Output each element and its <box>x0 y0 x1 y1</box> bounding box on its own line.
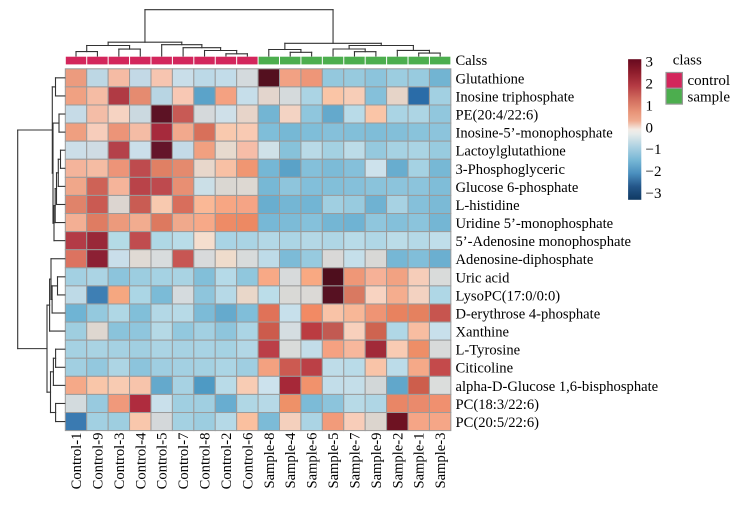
svg-text:Inosine triphosphate: Inosine triphosphate <box>456 89 575 105</box>
svg-text:Sample-8: Sample-8 <box>262 433 278 489</box>
svg-text:sample: sample <box>688 89 731 105</box>
svg-text:3: 3 <box>646 55 654 71</box>
svg-text:2: 2 <box>646 77 654 93</box>
svg-text:PC(20:5/22:6): PC(20:5/22:6) <box>456 415 540 431</box>
svg-text:Sample-9: Sample-9 <box>369 433 385 489</box>
svg-text:Control-1: Control-1 <box>69 433 85 490</box>
svg-text:0: 0 <box>646 120 654 136</box>
svg-text:L-Tyrosine: L-Tyrosine <box>456 343 521 359</box>
svg-text:Control-8: Control-8 <box>198 433 214 490</box>
svg-text:Control-3: Control-3 <box>112 433 128 490</box>
svg-text:Glucose 6-phosphate: Glucose 6-phosphate <box>456 180 579 196</box>
svg-text:3-Phosphoglyceric: 3-Phosphoglyceric <box>456 162 566 178</box>
svg-text:Control-9: Control-9 <box>90 433 106 490</box>
svg-text:Sample-1: Sample-1 <box>412 433 428 489</box>
svg-text:Sample-2: Sample-2 <box>390 433 406 489</box>
svg-text:Sample-6: Sample-6 <box>305 433 321 489</box>
svg-text:D-erythrose 4-phosphate: D-erythrose 4-phosphate <box>456 306 601 322</box>
svg-text:Sample-3: Sample-3 <box>433 433 449 489</box>
svg-text:Inosine-5’-monophosphate: Inosine-5’-monophosphate <box>456 126 613 142</box>
svg-text:Control-6: Control-6 <box>240 433 256 490</box>
svg-text:PE(20:4/22:6): PE(20:4/22:6) <box>456 107 539 123</box>
svg-text:−3: −3 <box>646 186 662 202</box>
svg-text:−1: −1 <box>646 142 662 158</box>
svg-text:Lactoylglutathione: Lactoylglutathione <box>456 144 566 160</box>
svg-text:LysoPC(17:0/0:0): LysoPC(17:0/0:0) <box>456 288 561 304</box>
svg-text:Xanthine: Xanthine <box>456 325 510 341</box>
svg-text:Sample-5: Sample-5 <box>326 433 342 489</box>
svg-text:Control-4: Control-4 <box>133 432 149 489</box>
svg-text:Adenosine-diphosphate: Adenosine-diphosphate <box>456 252 594 268</box>
svg-text:Control-2: Control-2 <box>219 433 235 490</box>
svg-text:Glutathione: Glutathione <box>456 71 525 87</box>
svg-text:5’-Adenosine monophosphate: 5’-Adenosine monophosphate <box>456 234 632 250</box>
svg-text:Uric acid: Uric acid <box>456 270 511 286</box>
svg-text:Control-5: Control-5 <box>155 433 171 490</box>
svg-text:control: control <box>688 73 731 89</box>
svg-text:−2: −2 <box>646 164 662 180</box>
svg-text:L-histidine: L-histidine <box>456 198 520 214</box>
svg-text:1: 1 <box>646 98 654 114</box>
svg-text:Citicoline: Citicoline <box>456 361 514 377</box>
svg-text:PC(18:3/22:6): PC(18:3/22:6) <box>456 397 540 413</box>
svg-text:Sample-7: Sample-7 <box>347 433 363 489</box>
svg-text:Sample-4: Sample-4 <box>283 432 299 489</box>
svg-text:class: class <box>673 53 702 69</box>
svg-text:Control-7: Control-7 <box>176 433 192 490</box>
svg-text:Calss: Calss <box>456 53 488 69</box>
svg-text:Uridine 5’-monophosphate: Uridine 5’-monophosphate <box>456 216 614 232</box>
svg-text:alpha-D-Glucose 1,6-bisphospha: alpha-D-Glucose 1,6-bisphosphate <box>456 379 659 395</box>
